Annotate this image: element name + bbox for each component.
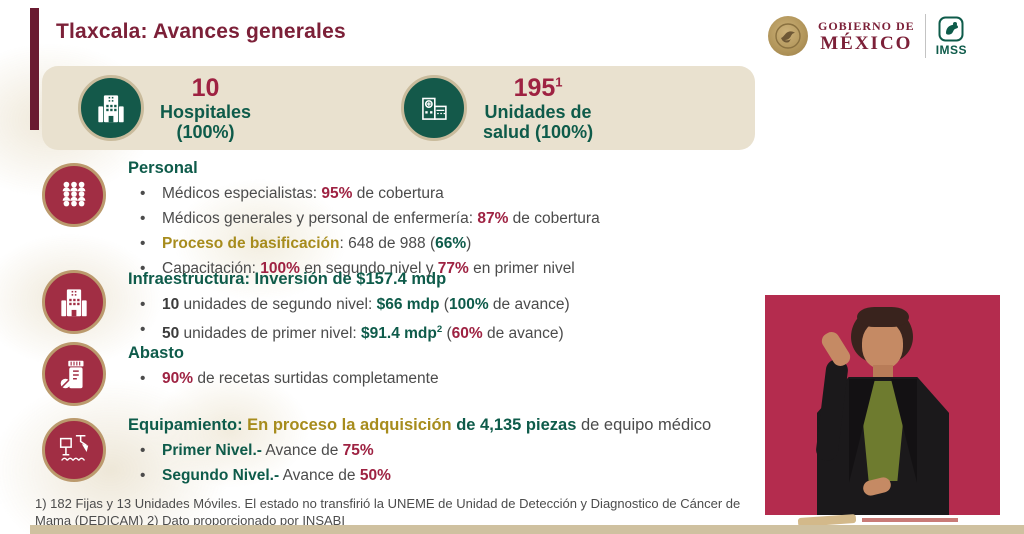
- gobierno-line1: GOBIERNO DE: [818, 18, 915, 33]
- imss-bird-icon: [938, 16, 964, 41]
- footnote: 1) 182 Fijas y 13 Unidades Móviles. El e…: [35, 496, 741, 528]
- bullet-text: 10 unidades de segundo nivel: $66 mdp (1…: [162, 296, 570, 313]
- bullet-item: • 10 unidades de segundo nivel: $66 mdp (…: [128, 292, 762, 317]
- logo-divider: [924, 14, 926, 58]
- bullet-dot: •: [140, 235, 146, 252]
- government-logos: GOBIERNO DE MÉXICO IMSS: [768, 14, 967, 58]
- section-equipamiento-bullets: • Primer Nivel.- Avance de 75% • Segundo Ni…: [128, 438, 762, 488]
- bullet-item: • Capacitación: 100% en segundo nivel y 7…: [128, 256, 762, 281]
- bullet-dot: •: [140, 370, 146, 387]
- stat-hospitales-value: 10: [191, 73, 220, 102]
- stat-unidades: 1951 Unidades de salud (100%): [401, 74, 593, 142]
- section-equipamiento-title: Equipamiento: En proceso la adquisición …: [128, 416, 712, 434]
- bullet-text: Médicos especialistas: 95% de cobertura: [162, 185, 444, 202]
- eagle-icon: [775, 23, 801, 49]
- people-icon: [42, 163, 106, 227]
- stat-hospitales-text: 10 Hospitales (100%): [160, 74, 251, 142]
- mexico-eagle-emblem-icon: [768, 16, 808, 56]
- gobierno-line2: MÉXICO: [820, 32, 913, 54]
- bullet-item: • Proceso de basificación: 648 de 988 (66…: [128, 231, 762, 256]
- imss-label: IMSS: [935, 42, 968, 57]
- bottom-beige-bar: [30, 525, 1024, 534]
- stat-hospitales-label: Hospitales (100%): [160, 101, 252, 142]
- section-personal-title: Personal: [128, 159, 198, 177]
- bullet-item: • Primer Nivel.- Avance de 75%: [128, 438, 762, 463]
- bullet-dot: •: [140, 296, 146, 313]
- gobierno-de-mexico-wordmark: GOBIERNO DE MÉXICO: [818, 20, 915, 53]
- sign-language-interpreter-video: [765, 295, 1000, 515]
- bullet-dot: •: [140, 442, 146, 459]
- stat-hospitales: 10 Hospitales (100%): [78, 74, 251, 142]
- bullet-text: Proceso de basificación: 648 de 988 (66%…: [162, 235, 472, 252]
- bullet-text: 90% de recetas surtidas completamente: [162, 370, 439, 387]
- stat-unidades-text: 1951 Unidades de salud (100%): [483, 74, 593, 142]
- interpreter-hair-fringe: [857, 307, 909, 327]
- bullet-dot: •: [140, 185, 146, 202]
- bullet-dot: •: [140, 210, 146, 227]
- bullet-item: • Médicos generales y personal de enferme…: [128, 206, 762, 231]
- health-unit-icon: [401, 75, 468, 141]
- bullet-dot: •: [140, 467, 146, 484]
- section-abasto-title: Abasto: [128, 344, 184, 362]
- section-infraestructura: Infraestructura: Inversión de $157.4 mdp…: [42, 268, 762, 346]
- interpreter-face: [862, 321, 903, 369]
- interpreter-signing-hand: [818, 328, 854, 370]
- bullet-text: Médicos generales y personal de enfermer…: [162, 210, 600, 227]
- stat-unidades-label: Unidades de salud (100%): [483, 101, 594, 142]
- hospital-building-icon: [78, 75, 144, 141]
- title-accent-bar: [30, 8, 39, 130]
- section-equipamiento: Equipamiento: En proceso la adquisición …: [42, 414, 762, 488]
- stats-banner: 10 Hospitales (100%) 1951 Unidades de salu…: [42, 66, 755, 150]
- bullet-item: • Médicos especialistas: 95% de cobertura: [128, 181, 762, 206]
- equipment-icon: [42, 418, 106, 482]
- bullet-text: Primer Nivel.- Avance de 75%: [162, 442, 374, 459]
- imss-logo: IMSS: [936, 16, 967, 57]
- page-title: Tlaxcala: Avances generales: [56, 20, 346, 43]
- caption-text-line: [862, 518, 958, 522]
- section-personal-bullets: • Médicos especialistas: 95% de cobertura…: [128, 181, 762, 281]
- section-infraestructura-bullets: • 10 unidades de segundo nivel: $66 mdp (…: [128, 292, 762, 346]
- medicine-icon: [42, 342, 106, 406]
- section-abasto: Abasto • 90% de recetas surtidas completa…: [42, 342, 762, 406]
- bullet-text: Capacitación: 100% en segundo nivel y 77…: [162, 260, 575, 277]
- section-abasto-bullets: • 90% de recetas surtidas completamente: [128, 366, 762, 391]
- section-infraestructura-title: Infraestructura: Inversión de $157.4 mdp: [128, 270, 447, 288]
- bullet-item: • Segundo Nivel.- Avance de 50%: [128, 463, 762, 488]
- bullet-text: Segundo Nivel.- Avance de 50%: [162, 467, 391, 484]
- section-personal: Personal • Médicos especialistas: 95% de …: [42, 157, 762, 281]
- bullet-item: • 90% de recetas surtidas completamente: [128, 366, 762, 391]
- bullet-text: 50 unidades de primer nivel: $91.4 mdp2 …: [162, 324, 564, 343]
- bullet-dot: •: [140, 321, 146, 338]
- bullet-item: • 50 unidades de primer nivel: $91.4 mdp2…: [128, 317, 762, 346]
- stat-unidades-value: 1951: [513, 73, 563, 102]
- hospital-icon: [42, 270, 106, 334]
- bullet-dot: •: [140, 260, 146, 277]
